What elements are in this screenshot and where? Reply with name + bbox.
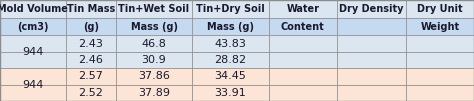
Text: Tin Mass: Tin Mass — [67, 4, 115, 14]
Text: Tin+Dry Soil: Tin+Dry Soil — [196, 4, 265, 14]
Text: Dry Unit: Dry Unit — [417, 4, 463, 14]
Bar — [66, 0, 116, 18]
Bar — [406, 52, 474, 68]
Text: 33.91: 33.91 — [215, 88, 246, 98]
Bar — [337, 85, 406, 101]
Bar — [337, 52, 406, 68]
Text: 944: 944 — [22, 80, 44, 90]
Bar — [192, 85, 269, 101]
Bar — [0, 68, 66, 85]
Text: Tin+Wet Soil: Tin+Wet Soil — [118, 4, 190, 14]
Text: Mass (g): Mass (g) — [207, 22, 254, 32]
Bar — [116, 85, 192, 101]
Bar — [406, 0, 474, 18]
Text: 37.86: 37.86 — [138, 71, 170, 81]
Text: Content: Content — [281, 22, 325, 32]
Bar — [192, 18, 269, 35]
Text: 43.83: 43.83 — [214, 39, 246, 49]
Bar — [269, 52, 337, 68]
Bar — [66, 68, 116, 85]
Bar — [116, 35, 192, 52]
Text: 2.43: 2.43 — [78, 39, 103, 49]
Bar — [406, 68, 474, 85]
Bar — [116, 68, 192, 85]
Bar — [337, 68, 406, 85]
Bar — [192, 0, 269, 18]
Bar — [337, 0, 406, 18]
Bar — [406, 18, 474, 35]
Bar — [0, 0, 66, 18]
Bar — [192, 35, 269, 52]
Text: Water: Water — [286, 4, 319, 14]
Bar — [269, 35, 337, 52]
Bar — [337, 18, 406, 35]
Text: 37.89: 37.89 — [138, 88, 170, 98]
Text: (cm3): (cm3) — [17, 22, 49, 32]
Bar — [66, 85, 116, 101]
Bar — [66, 35, 116, 52]
Bar — [269, 85, 337, 101]
Text: 34.45: 34.45 — [214, 71, 246, 81]
Bar — [337, 35, 406, 52]
Text: Dry Density: Dry Density — [339, 4, 403, 14]
Text: 46.8: 46.8 — [142, 39, 166, 49]
Bar — [269, 68, 337, 85]
Bar — [66, 18, 116, 35]
Text: 2.52: 2.52 — [78, 88, 103, 98]
Text: 30.9: 30.9 — [142, 55, 166, 65]
Text: 944: 944 — [22, 47, 44, 57]
Text: (g): (g) — [83, 22, 99, 32]
Text: Mass (g): Mass (g) — [130, 22, 178, 32]
Bar — [0, 85, 66, 101]
Bar — [116, 18, 192, 35]
Bar — [269, 18, 337, 35]
Bar — [269, 0, 337, 18]
Bar — [0, 35, 66, 52]
Bar — [192, 52, 269, 68]
Bar — [406, 85, 474, 101]
Text: 2.57: 2.57 — [78, 71, 103, 81]
Bar — [66, 52, 116, 68]
Bar — [0, 18, 66, 35]
Text: 2.46: 2.46 — [78, 55, 103, 65]
Text: 28.82: 28.82 — [214, 55, 246, 65]
Bar — [116, 52, 192, 68]
Bar — [0, 52, 66, 68]
Text: Weight: Weight — [420, 22, 459, 32]
Bar — [116, 0, 192, 18]
Bar — [192, 68, 269, 85]
Bar — [406, 35, 474, 52]
Text: Mold Volume: Mold Volume — [0, 4, 68, 14]
